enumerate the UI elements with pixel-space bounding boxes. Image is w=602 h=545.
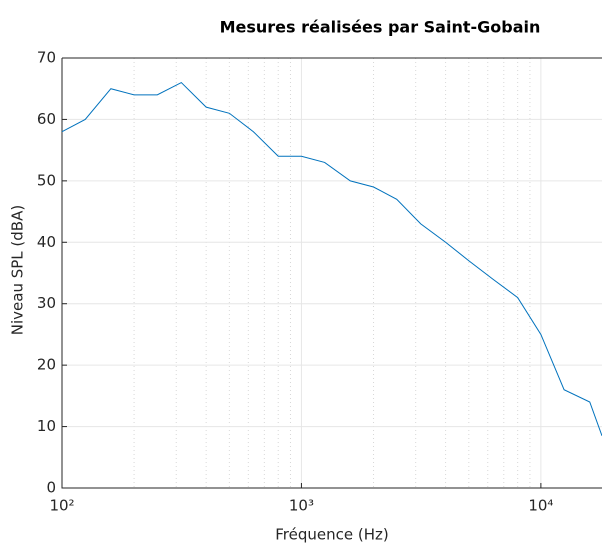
x-tick-label: 10³ bbox=[289, 497, 314, 515]
data-line bbox=[61, 81, 602, 436]
y-tick-label: 10 bbox=[37, 417, 56, 435]
y-tick-label: 70 bbox=[37, 49, 56, 67]
chart-title: Mesures réalisées par Saint-Gobain bbox=[220, 18, 541, 37]
y-tick-label: 20 bbox=[37, 356, 56, 374]
y-tick-label: 40 bbox=[37, 233, 56, 251]
y-tick-label: 60 bbox=[37, 110, 56, 128]
y-tick-label: 50 bbox=[37, 171, 56, 189]
x-tick-label: 10⁴ bbox=[528, 497, 553, 515]
x-axis-label: Fréquence (Hz) bbox=[275, 526, 388, 544]
y-tick-label: 0 bbox=[46, 479, 56, 497]
y-tick-label: 30 bbox=[37, 294, 56, 312]
axes-frame bbox=[61, 57, 602, 489]
x-tick-label: 10² bbox=[49, 497, 74, 515]
y-axis-label: Niveau SPL (dBA) bbox=[9, 205, 27, 335]
